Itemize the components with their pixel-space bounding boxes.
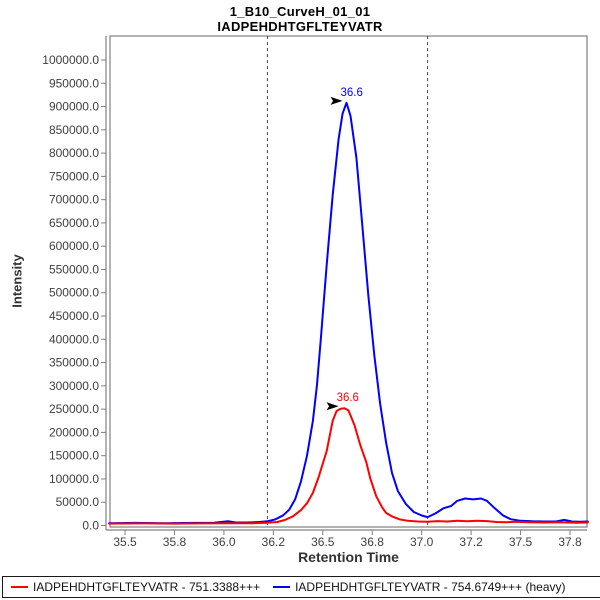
x-tick-label: 36.5 xyxy=(311,535,335,549)
legend-entry-light: IADPEHDHTGFLTEYVATR - 751.3388+++ xyxy=(11,580,260,594)
chromatogram-trace xyxy=(108,101,589,525)
y-tick-label: 950000.0 xyxy=(49,76,99,90)
y-tick-label: 850000.0 xyxy=(49,123,99,137)
x-tick-label: 35.8 xyxy=(163,535,187,549)
x-tick-label: 37.5 xyxy=(509,535,533,549)
y-tick-label: 0.0 xyxy=(82,519,99,533)
y-tick-label: 300000.0 xyxy=(49,379,99,393)
y-tick-label: 900000.0 xyxy=(49,100,99,114)
x-tick-label: 35.5 xyxy=(113,535,137,549)
y-tick-label: 100000.0 xyxy=(49,472,99,486)
y-tick-label: 1000000.0 xyxy=(42,53,99,67)
x-tick-label: 36.2 xyxy=(262,535,286,549)
x-tick-label: 37.2 xyxy=(459,535,483,549)
legend-entry-heavy: IADPEHDHTGFLTEYVATR - 754.6749+++ (heavy… xyxy=(273,580,566,594)
x-tick-label: 36.8 xyxy=(361,535,385,549)
chromatogram-trace xyxy=(108,407,589,525)
plot-frame xyxy=(109,35,588,528)
y-tick-label: 650000.0 xyxy=(49,216,99,230)
y-tick-label: 400000.0 xyxy=(49,332,99,346)
y-tick-label: 200000.0 xyxy=(49,425,99,439)
y-tick-label: 700000.0 xyxy=(49,193,99,207)
peak-pointer-arrow-icon xyxy=(326,402,339,411)
y-tick-label: 600000.0 xyxy=(49,239,99,253)
x-axis-label: Retention Time xyxy=(298,549,399,565)
y-tick-label: 450000.0 xyxy=(49,309,99,323)
y-axis-label: Intensity xyxy=(9,254,25,308)
y-tick-label: 500000.0 xyxy=(49,286,99,300)
x-tick-label: 36.0 xyxy=(212,535,236,549)
y-tick-label: 250000.0 xyxy=(49,402,99,416)
y-tick-label: 550000.0 xyxy=(49,262,99,276)
legend-line-sample-blue-icon xyxy=(273,586,291,588)
chart-title-block: 1_B10_CurveH_01_01 IADPEHDHTGFLTEYVATR xyxy=(0,4,600,34)
y-tick-label: 350000.0 xyxy=(49,356,99,370)
y-tick-label: 150000.0 xyxy=(49,449,99,463)
y-tick-label: 800000.0 xyxy=(49,146,99,160)
x-tick-label: 37.0 xyxy=(410,535,434,549)
legend-label-heavy: IADPEHDHTGFLTEYVATR - 754.6749+++ (heavy… xyxy=(295,580,566,594)
chart-title: 1_B10_CurveH_01_01 xyxy=(229,4,371,19)
chart-subtitle-peptide: IADPEHDHTGFLTEYVATR xyxy=(217,19,383,34)
peak-rt-annotation[interactable]: 36.6 xyxy=(341,87,363,99)
y-tick-label: 750000.0 xyxy=(49,169,99,183)
legend-line-sample-red-icon xyxy=(11,586,28,588)
legend-label-light: IADPEHDHTGFLTEYVATR - 751.3388+++ xyxy=(33,580,261,594)
x-tick-label: 37.8 xyxy=(558,535,582,549)
peak-pointer-arrow-icon xyxy=(330,96,343,105)
peak-rt-annotation[interactable]: 36.6 xyxy=(337,392,359,404)
y-tick-label: 50000.0 xyxy=(56,495,100,509)
legend-bar: IADPEHDHTGFLTEYVATR - 751.3388+++ IADPEH… xyxy=(2,576,600,598)
